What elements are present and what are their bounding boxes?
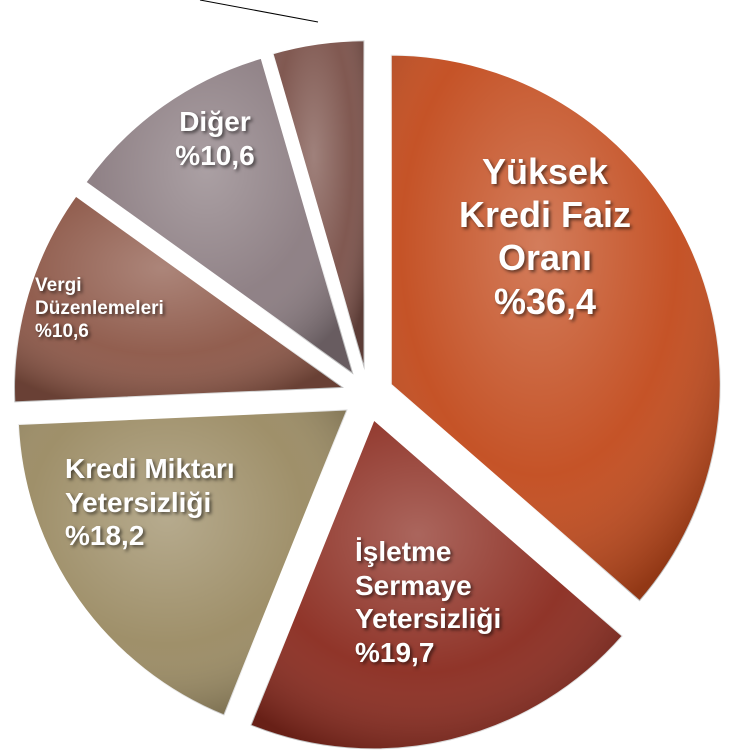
slice-shine xyxy=(14,195,345,403)
slice-shine xyxy=(17,409,348,716)
slice-shine xyxy=(390,54,721,602)
value-label: %36,4 xyxy=(493,280,597,322)
value-label: %18,2 xyxy=(65,520,145,552)
slice-shine xyxy=(250,419,623,750)
slice-shine xyxy=(85,57,354,375)
value-label: %10,6 xyxy=(35,320,89,342)
slice-label: İşletme Sermaye Yetersizliği %19,7 xyxy=(355,535,565,669)
slice-label: Diğer %10,6 xyxy=(140,105,290,172)
slices xyxy=(13,39,722,751)
category-label: Yüksek Kredi Faiz Oranı xyxy=(458,151,632,279)
category-label: Diğer xyxy=(179,106,251,137)
leader-line xyxy=(199,0,319,23)
slice-label: Kredi Miktarı Yetersizliği %18,2 xyxy=(65,452,315,553)
slice-label: Vergi Düzenlemeleri %10,6 xyxy=(35,275,195,343)
value-label: %19,7 xyxy=(355,636,435,668)
value-label: %10,6 xyxy=(175,139,255,171)
category-label: Vergi Düzenlemeleri xyxy=(35,275,164,319)
slice-shine xyxy=(272,40,365,371)
category-label: İşletme Sermaye Yetersizliği xyxy=(355,536,502,635)
slice-label: Yüksek Kredi Faiz Oranı %36,4 xyxy=(455,150,635,323)
category-label: Kredi Miktarı Yetersizliği xyxy=(65,453,235,518)
